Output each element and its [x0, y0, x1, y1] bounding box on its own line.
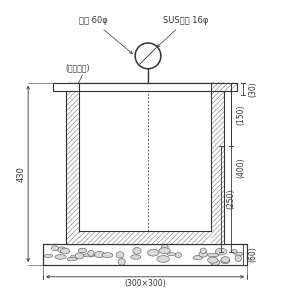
Ellipse shape: [211, 259, 220, 266]
Ellipse shape: [88, 250, 94, 256]
Ellipse shape: [75, 253, 84, 259]
Ellipse shape: [215, 248, 227, 255]
Ellipse shape: [221, 258, 230, 264]
Ellipse shape: [234, 252, 243, 256]
Ellipse shape: [159, 248, 170, 254]
Bar: [66, 82, 224, 244]
Ellipse shape: [116, 252, 124, 258]
Text: 50: 50: [152, 219, 161, 225]
Ellipse shape: [232, 249, 237, 254]
Ellipse shape: [208, 257, 218, 263]
Ellipse shape: [200, 248, 206, 254]
Ellipse shape: [44, 254, 53, 257]
Ellipse shape: [94, 251, 105, 258]
Text: (モルタル): (モルタル): [66, 64, 90, 73]
Ellipse shape: [157, 256, 169, 262]
Text: SUS丸棒 16φ: SUS丸棒 16φ: [157, 16, 208, 47]
Ellipse shape: [133, 248, 141, 254]
Ellipse shape: [102, 253, 113, 258]
Bar: [66, 82, 224, 244]
Text: (150): (150): [236, 104, 245, 125]
Ellipse shape: [78, 248, 86, 253]
Text: (400): (400): [236, 157, 245, 178]
Bar: [43, 244, 247, 265]
Ellipse shape: [235, 255, 242, 262]
Ellipse shape: [221, 257, 230, 262]
Text: 430: 430: [16, 166, 25, 182]
Ellipse shape: [67, 257, 77, 261]
Ellipse shape: [83, 254, 95, 257]
Text: 内弱 60φ: 内弱 60φ: [79, 16, 132, 54]
Ellipse shape: [167, 253, 175, 256]
Ellipse shape: [199, 251, 208, 257]
Ellipse shape: [61, 248, 70, 254]
Ellipse shape: [70, 255, 78, 259]
Text: (250): (250): [226, 189, 235, 209]
Text: (60): (60): [248, 247, 257, 262]
Ellipse shape: [131, 255, 141, 259]
Text: (300×300): (300×300): [124, 279, 166, 288]
Bar: [53, 82, 237, 91]
Ellipse shape: [147, 249, 159, 256]
Circle shape: [135, 43, 161, 69]
Circle shape: [140, 48, 156, 64]
Ellipse shape: [161, 244, 168, 250]
Bar: [53, 82, 237, 91]
Text: (30): (30): [248, 81, 257, 97]
Ellipse shape: [51, 246, 58, 250]
Ellipse shape: [193, 256, 202, 260]
Ellipse shape: [58, 247, 66, 253]
Ellipse shape: [208, 253, 219, 257]
Bar: [43, 244, 247, 265]
Ellipse shape: [55, 255, 66, 259]
Ellipse shape: [175, 253, 181, 257]
Ellipse shape: [118, 259, 125, 265]
